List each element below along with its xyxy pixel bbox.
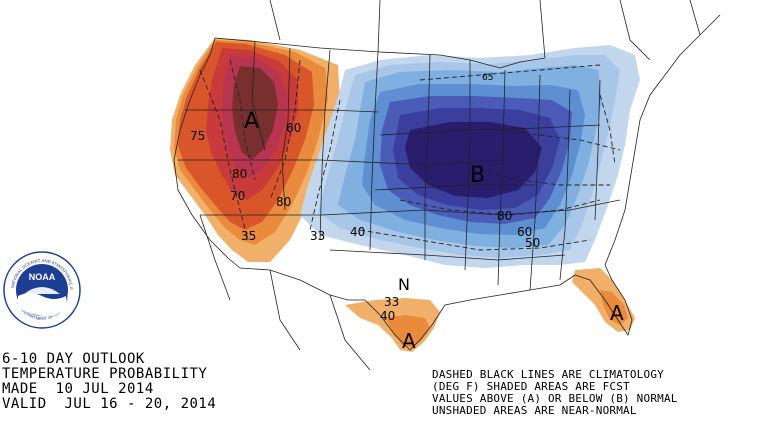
label-prob-80-east: 80: [497, 209, 512, 223]
label-prob-70-west: 70: [230, 189, 245, 203]
logo-bird-wing: [24, 287, 60, 294]
above-florida-orange: [600, 290, 628, 325]
label-near-normal: N: [398, 275, 410, 294]
above-normal-west-region: [170, 38, 340, 262]
title-line-1: 6-10 DAY OUTLOOK: [2, 351, 145, 367]
label-prob-33: 33: [310, 229, 325, 243]
label-above-texas: A: [402, 329, 416, 353]
label-prob-75: 75: [190, 129, 205, 143]
label-prob-50-east: 50: [525, 236, 540, 250]
legend-block: DASHED BLACK LINES ARE CLIMATOLOGY (DEG …: [432, 369, 678, 417]
label-prob-65-great-lakes: 65: [482, 73, 493, 83]
label-below-central: B: [470, 163, 485, 188]
logo-wave: [18, 293, 66, 317]
legend-line-1: DASHED BLACK LINES ARE CLIMATOLOGY: [432, 368, 664, 381]
below-normal-region: [300, 45, 640, 268]
label-above-florida: A: [610, 301, 624, 325]
legend-line-2: (DEG F) SHADED AREAS ARE FCST: [432, 380, 630, 393]
label-prob-60-east: 60: [517, 225, 532, 239]
title-line-2: TEMPERATURE PROBABILITY: [2, 366, 208, 382]
label-above-west: A: [244, 109, 259, 134]
label-prob-33-texas: 33: [384, 295, 399, 309]
map-labels: A B A A N 60 75 80 70 80 35 33 40 80 60 …: [190, 73, 624, 353]
above-normal-florida-region: [572, 268, 635, 332]
above-normal-texas-region: [345, 298, 440, 352]
below-darkest: [405, 122, 542, 198]
label-prob-40-texas: 40: [380, 309, 395, 323]
label-prob-60-west: 60: [286, 121, 301, 135]
logo-text: NOAA: [29, 272, 56, 282]
title-line-4: VALID JUL 16 - 20, 2014: [2, 396, 217, 412]
label-prob-35: 35: [241, 229, 256, 243]
above-texas-orange: [385, 315, 430, 348]
label-prob-80-west: 80: [232, 167, 247, 181]
label-prob-80-mid: 80: [276, 195, 291, 209]
label-prob-40-plains: 40: [350, 225, 365, 239]
title-block: 6-10 DAY OUTLOOK TEMPERATURE PROBABILITY…: [2, 352, 216, 412]
state-boundaries: [173, 0, 721, 371]
legend-line-4: UNSHADED AREAS ARE NEAR-NORMAL: [432, 404, 637, 417]
title-line-3: MADE 10 JUL 2014: [2, 381, 154, 397]
climatology-lines: [199, 59, 621, 251]
legend-line-3: VALUES ABOVE (A) OR BELOW (B) NORMAL: [432, 392, 678, 405]
noaa-logo: NATIONAL OCEANIC AND ATMOSPHERIC ADMINIS…: [2, 250, 81, 329]
